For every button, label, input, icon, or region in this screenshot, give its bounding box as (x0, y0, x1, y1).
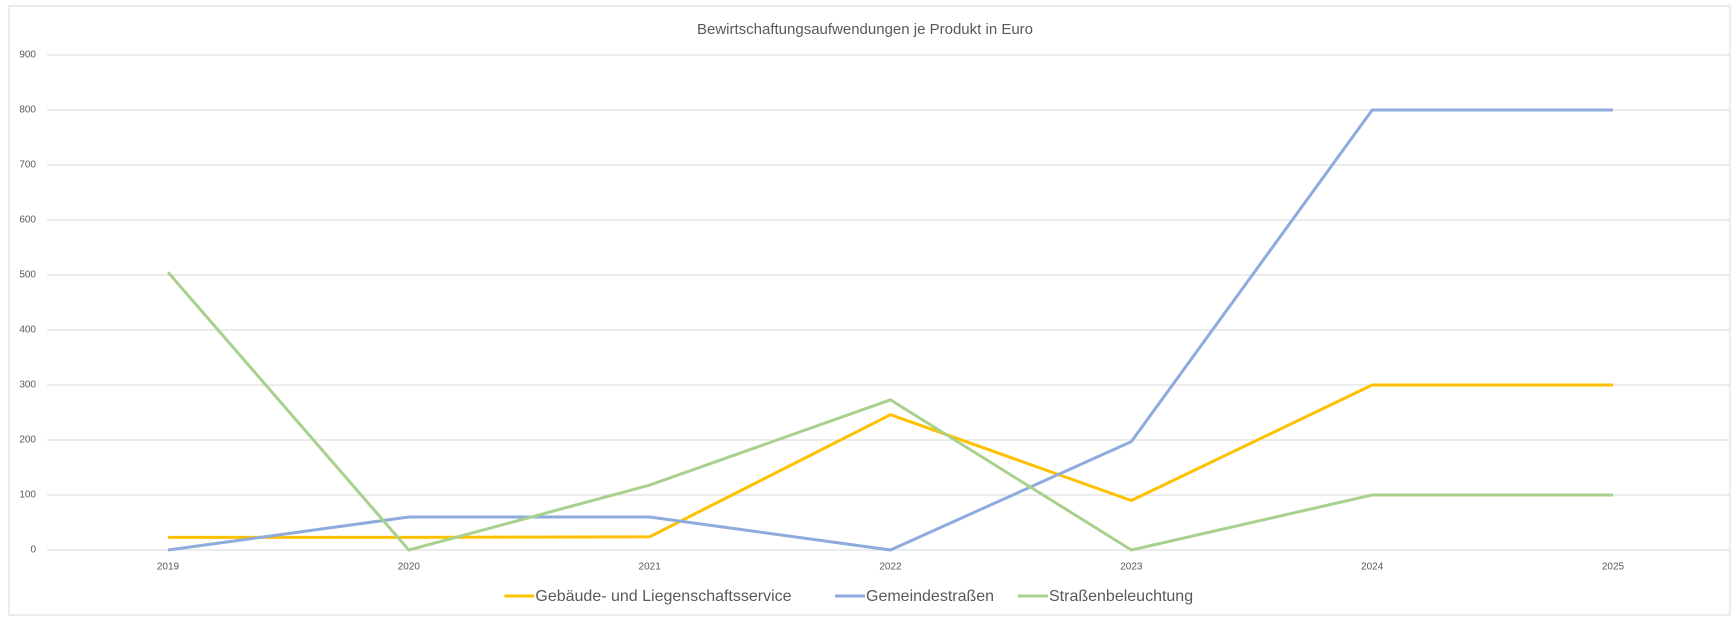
series-line (166, 271, 1613, 552)
y-tick-label: 0 (30, 545, 36, 556)
x-tick-label: 2024 (1361, 562, 1384, 573)
series-line (167, 108, 1613, 552)
y-tick-label: 900 (19, 50, 36, 61)
legend-label: Straßenbeleuchtung (1049, 588, 1193, 605)
y-tick-label: 100 (19, 490, 36, 501)
chart-title: Bewirtschaftungsaufwendungen je Produkt … (697, 21, 1033, 38)
x-tick-label: 2022 (879, 562, 902, 573)
chart-border (8, 5, 1731, 616)
x-tick-label: 2019 (157, 562, 180, 573)
y-tick-label: 700 (19, 160, 36, 171)
series-line (168, 383, 1613, 539)
x-tick-label: 2020 (398, 562, 421, 573)
x-tick-label: 2025 (1602, 562, 1625, 573)
legend-label: Gebäude- und Liegenschaftsservice (535, 588, 791, 605)
x-tick-label: 2023 (1120, 562, 1143, 573)
y-tick-label: 600 (19, 215, 36, 226)
y-tick-label: 500 (19, 270, 36, 281)
y-tick-label: 200 (19, 435, 36, 446)
y-tick-label: 800 (19, 105, 36, 116)
y-tick-label: 300 (19, 380, 36, 391)
y-tick-label: 400 (19, 325, 36, 336)
legend-label: Gemeindestraßen (866, 588, 994, 605)
x-tick-label: 2021 (639, 562, 662, 573)
